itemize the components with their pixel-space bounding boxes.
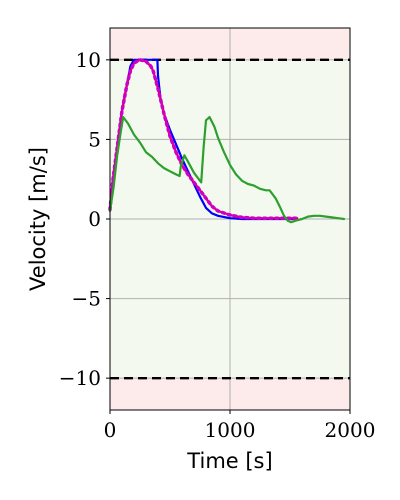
series-line-3 [108,115,346,224]
y-tick-label-4: 10 [76,48,101,72]
x-axis-label: Time [s] [186,449,272,473]
y-tick-label-1: −5 [72,287,101,311]
axis-ticks: 0 1000 2000 −10 −5 0 5 10 [59,48,376,442]
velocity-bounds [110,58,350,380]
data-series [108,58,346,224]
series-line-2 [108,58,299,220]
x-tick-label-0: 0 [104,418,117,442]
y-axis-label: Velocity [m/s] [26,147,50,291]
x-tick-label-2: 2000 [325,418,376,442]
y-tick-label-0: −10 [59,366,101,390]
y-tick-label-3: 5 [88,127,101,151]
series-line-0 [108,58,299,221]
y-tick-label-2: 0 [88,207,101,231]
x-tick-label-1: 1000 [205,418,256,442]
